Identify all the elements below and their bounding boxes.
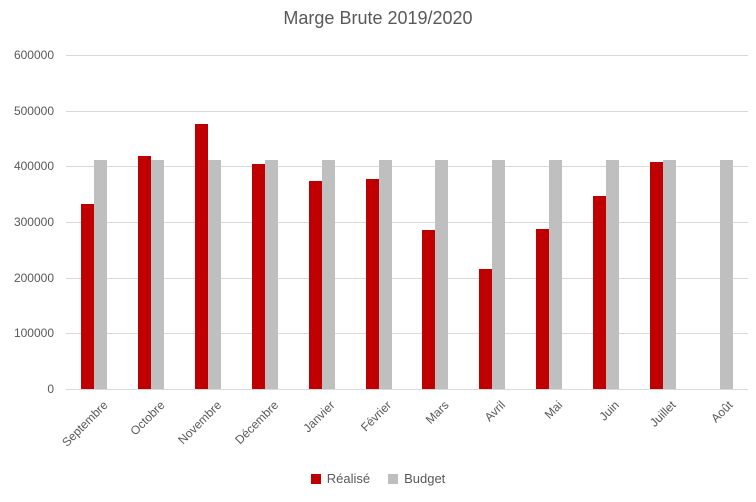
- y-axis-tick-label: 400000: [13, 159, 54, 174]
- x-axis-label-mars: Mars: [422, 398, 452, 427]
- x-axis-label-octobre: Octobre: [127, 398, 168, 439]
- legend-marker-realise: [310, 473, 321, 484]
- gridline: [66, 333, 748, 335]
- chart-title: Marge Brute 2019/2020: [283, 8, 473, 28]
- bar-budget-mai: [549, 159, 563, 389]
- legend-marker-budget: [388, 473, 399, 484]
- y-axis-tick-label: 100000: [13, 326, 54, 341]
- bar-realise-octobre: [138, 155, 152, 389]
- legend: Réalisé Budget: [0, 471, 756, 486]
- bar-realise-juillet: [649, 161, 663, 389]
- bar-budget-juin: [605, 159, 619, 389]
- y-axis-tick-label: 0: [47, 382, 54, 396]
- bar-realise-mars: [422, 229, 436, 389]
- bar-realise-novembre: [195, 124, 209, 389]
- plot-area: 600000 500000 400000 300000 200000 100000 0 Sep…: [14, 48, 748, 449]
- bar-budget-fevrier: [378, 159, 392, 389]
- x-axis-label-janvier: Janvier: [300, 398, 338, 436]
- x-axis-label-juin: Juin: [596, 398, 622, 424]
- x-axis-label-septembre: Septembre: [58, 398, 111, 450]
- legend-label-realise: Réalisé: [326, 471, 371, 486]
- bar-realise-avril: [479, 269, 493, 389]
- x-axis-label-avril: Avril: [481, 398, 509, 425]
- y-axis-tick-label: 600000: [13, 48, 54, 62]
- gridline: [66, 389, 748, 390]
- bar-budget-septembre: [94, 159, 108, 389]
- legend-label-budget: Budget: [404, 471, 446, 486]
- bar-budget-mars: [435, 159, 449, 389]
- bar-realise-janvier: [308, 180, 322, 389]
- bar-budget-novembre: [208, 159, 222, 389]
- bar-budget-avril: [492, 159, 506, 389]
- x-axis-label-fevrier: Février: [358, 398, 395, 435]
- x-axis-label-juillet: Juillet: [647, 398, 679, 430]
- x-axis-label-mai: Mai: [541, 398, 565, 422]
- bar-realise-fevrier: [365, 179, 379, 389]
- gridline: [66, 110, 748, 112]
- gridline: [66, 166, 748, 168]
- y-axis-tick-label: 500000: [13, 103, 54, 118]
- x-axis-label-decembre: Décembre: [231, 398, 281, 448]
- bar-realise-mai: [536, 228, 550, 389]
- bar-budget-janvier: [321, 159, 335, 389]
- bar-realise-septembre: [81, 204, 95, 389]
- y-axis-tick-label: 300000: [13, 215, 54, 229]
- legend-item-realise: Réalisé: [310, 471, 371, 486]
- bar-budget-octobre: [151, 159, 165, 389]
- x-axis-label-novembre: Novembre: [174, 398, 224, 448]
- gridline: [66, 277, 748, 279]
- gridline: [66, 55, 748, 56]
- bar-budget-juillet: [662, 159, 676, 389]
- bar-realise-juin: [592, 195, 606, 389]
- bar-realise-decembre: [251, 163, 265, 389]
- bar-budget-aout: [719, 159, 733, 389]
- legend-item-budget: Budget: [388, 471, 445, 486]
- y-axis-tick-label: 200000: [13, 270, 54, 285]
- gridline: [66, 222, 748, 223]
- bar-budget-decembre: [264, 159, 278, 389]
- x-axis-label-aout: Août: [708, 398, 736, 426]
